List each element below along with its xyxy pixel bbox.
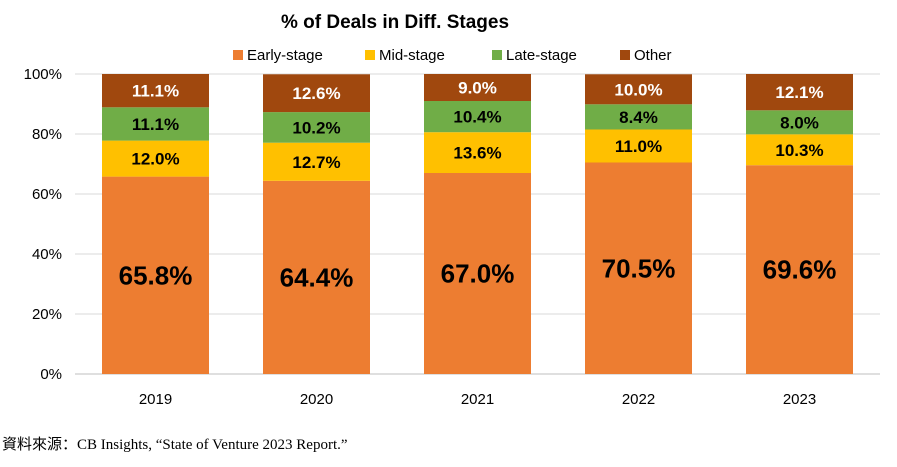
data-label: 70.5% <box>602 253 676 283</box>
data-label: 69.6% <box>763 255 837 285</box>
legend-swatch <box>233 50 243 60</box>
y-tick-label: 80% <box>32 126 62 143</box>
data-label: 8.4% <box>619 108 658 127</box>
x-tick-label: 2020 <box>300 391 333 408</box>
legend-label: Other <box>634 47 672 64</box>
data-label: 13.6% <box>453 144 501 163</box>
bar-segment-other <box>424 74 531 101</box>
bar-segment-other <box>585 74 692 105</box>
stacked-bar-chart: % of Deals in Diff. Stages Early-stage Mi… <box>24 12 880 408</box>
x-tick-label: 2021 <box>461 391 494 408</box>
data-label: 67.0% <box>441 259 515 289</box>
legend-label: Early-stage <box>247 47 323 64</box>
legend-label: Late-stage <box>506 47 577 64</box>
y-tick-label: 40% <box>32 246 62 263</box>
data-label: 64.4% <box>280 262 354 292</box>
data-label: 65.8% <box>119 260 193 290</box>
data-label: 11.1% <box>132 115 179 134</box>
bar-segment-other <box>746 74 853 111</box>
bar-segment-other <box>263 74 370 113</box>
x-tick-label: 2019 <box>139 391 172 408</box>
data-label: 8.0% <box>780 113 819 132</box>
data-label: 12.6% <box>292 84 340 103</box>
x-tick-label: 2023 <box>783 391 816 408</box>
x-axis: 2019 2020 2021 2022 2023 <box>139 391 816 408</box>
bar-segment-early-stage <box>263 180 370 374</box>
data-label: 10.4% <box>453 108 501 127</box>
bar-segment-other <box>102 74 209 108</box>
data-label: 10.2% <box>292 118 340 137</box>
data-label: 12.7% <box>292 153 340 172</box>
data-label: 12.1% <box>775 83 823 102</box>
bar-segment-late-stage <box>585 104 692 130</box>
legend-swatch <box>365 50 375 60</box>
y-tick-label: 100% <box>24 66 62 83</box>
legend-label: Mid-stage <box>379 47 445 64</box>
x-tick-label: 2022 <box>622 391 655 408</box>
bar-segment-late-stage <box>263 112 370 143</box>
data-label: 10.3% <box>775 141 823 160</box>
data-label: 9.0% <box>458 79 497 98</box>
bar-segment-early-stage <box>746 165 853 374</box>
legend: Early-stage Mid-stage Late-stage Other <box>233 47 672 64</box>
data-label: 11.0% <box>615 137 662 156</box>
y-tick-label: 20% <box>32 306 62 323</box>
bar-segment-late-stage <box>424 101 531 133</box>
bar-segment-late-stage <box>102 107 209 141</box>
bars <box>102 74 853 374</box>
bar-segment-late-stage <box>746 110 853 135</box>
legend-swatch <box>492 50 502 60</box>
data-label: 12.0% <box>131 150 179 169</box>
data-label: 10.0% <box>614 80 662 99</box>
bar-segment-mid-stage <box>585 129 692 163</box>
bar-segment-mid-stage <box>102 140 209 177</box>
chart-title: % of Deals in Diff. Stages <box>281 12 509 33</box>
bar-segment-early-stage <box>102 176 209 374</box>
bar-segment-early-stage <box>424 173 531 374</box>
source-note: 資料來源：CB Insights, “State of Venture 2023… <box>2 437 348 453</box>
y-tick-label: 0% <box>40 366 62 383</box>
y-axis: 0% 20% 40% 60% 80% 100% <box>24 66 62 383</box>
bar-segment-mid-stage <box>746 134 853 166</box>
bar-segment-mid-stage <box>263 142 370 181</box>
y-tick-label: 60% <box>32 186 62 203</box>
bar-segment-early-stage <box>585 162 692 374</box>
data-labels: 65.8% 12.0% 11.1% 11.1% 64.4% 12.7% 10.2% 12.6%… <box>119 79 837 293</box>
legend-swatch <box>620 50 630 60</box>
data-label: 11.1% <box>132 82 179 101</box>
bar-segment-mid-stage <box>424 132 531 173</box>
